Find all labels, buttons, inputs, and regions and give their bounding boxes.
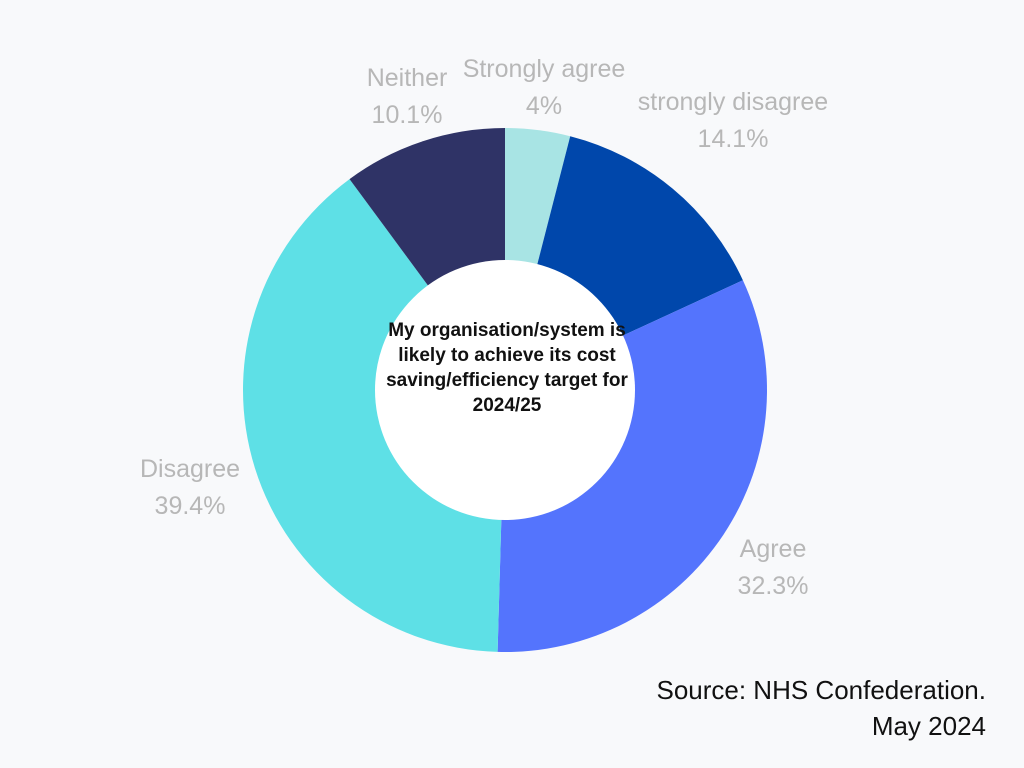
slice-label-name: strongly disagree xyxy=(638,88,828,116)
slice-label-value: 14.1% xyxy=(698,125,769,153)
source-line-1: Source: NHS Confederation. xyxy=(656,675,986,705)
slice-label-name: Neither xyxy=(367,64,448,92)
source-note: Source: NHS Confederation. May 2024 xyxy=(656,672,986,744)
chart-title: My organisation/system is likely to achi… xyxy=(386,320,628,416)
slice-label-name: Strongly agree xyxy=(463,55,626,83)
slice-label-name: Agree xyxy=(740,535,807,563)
slice-disagree xyxy=(242,179,506,652)
slice-labels: Strongly agree 4% strongly disagree 14.1% Ag… xyxy=(140,55,828,600)
slice-label-value: 39.4% xyxy=(155,492,226,520)
slice-label-value: 10.1% xyxy=(372,101,443,129)
slice-label-value: 4% xyxy=(526,92,562,120)
slice-label-value: 32.3% xyxy=(738,572,809,600)
slice-label-name: Disagree xyxy=(140,455,240,483)
source-date: May 2024 xyxy=(871,711,986,741)
donut-hole xyxy=(375,260,635,520)
